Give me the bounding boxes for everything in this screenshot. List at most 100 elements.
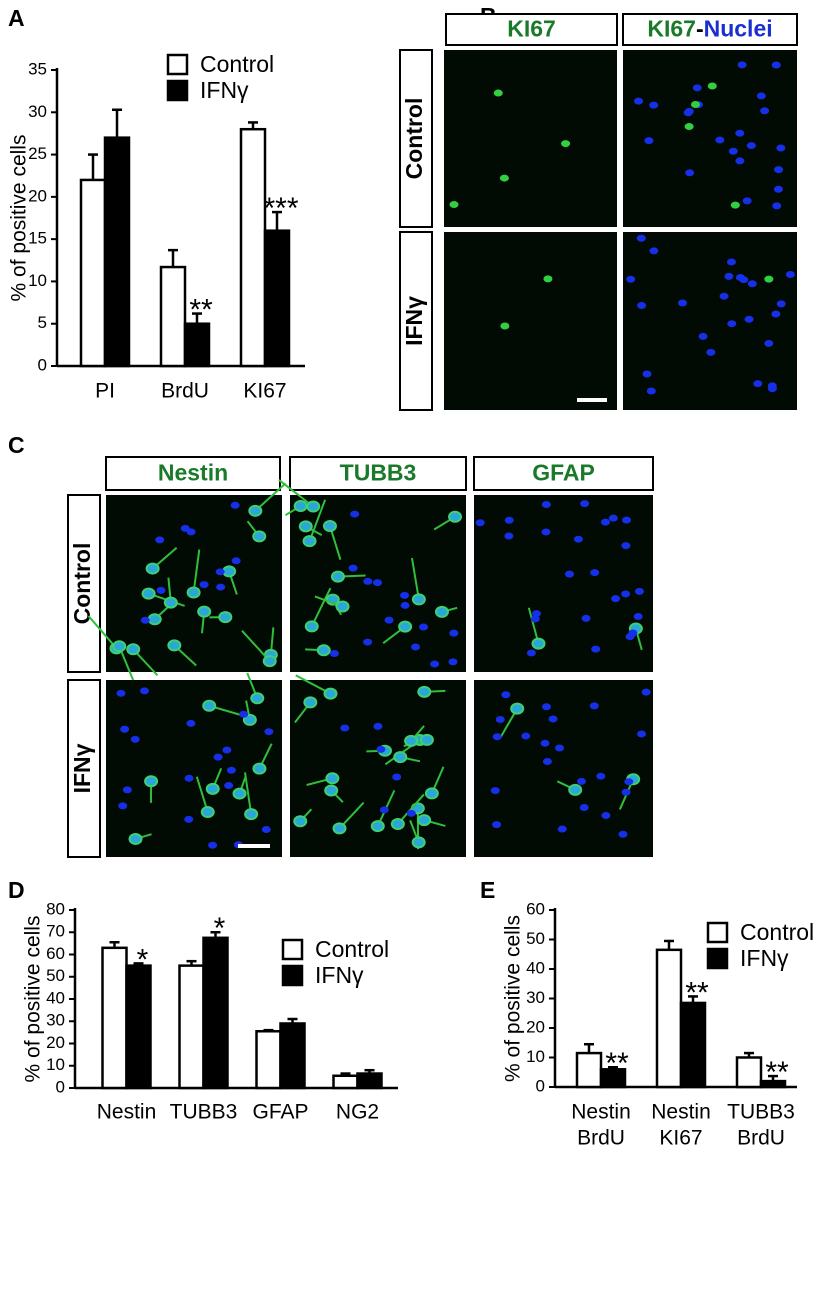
- nucleus: [230, 501, 240, 509]
- header-label: GFAP: [532, 460, 595, 486]
- x-tick-label: BrdU: [161, 380, 209, 403]
- row-label-box: [67, 494, 101, 673]
- nucleus: [373, 579, 383, 587]
- nucleus: [186, 719, 196, 727]
- bar: [599, 1068, 627, 1089]
- nucleus: [692, 84, 702, 92]
- y-tick-label: 20: [46, 1033, 65, 1052]
- nucleus-ki67: [449, 201, 459, 209]
- nucleus: [526, 649, 536, 657]
- bar: [255, 1030, 282, 1090]
- nucleus: [327, 774, 338, 783]
- header-box: [473, 456, 654, 491]
- nucleus: [392, 773, 402, 781]
- y-tick-label: 30: [28, 102, 47, 121]
- nucleus: [202, 808, 213, 817]
- significance: *: [214, 912, 226, 945]
- x-tick-label: NG2: [336, 1101, 379, 1124]
- nucleus: [735, 129, 745, 137]
- nucleus: [419, 687, 430, 696]
- micrograph: [87, 482, 287, 688]
- panel-letter: E: [480, 877, 495, 903]
- nucleus-ki67: [493, 89, 503, 97]
- y-tick-label: 60: [46, 944, 65, 963]
- y-axis-label: % of positive cells: [22, 916, 45, 1083]
- nucleus: [406, 736, 417, 745]
- nucleus: [475, 519, 485, 527]
- nucleus: [325, 689, 336, 698]
- bar: [575, 1051, 603, 1089]
- micrograph: [290, 674, 466, 857]
- nucleus: [596, 772, 606, 780]
- micrograph-background: [444, 232, 617, 410]
- nucleus: [555, 744, 565, 752]
- nucleus: [373, 722, 383, 730]
- nucleus: [184, 774, 194, 782]
- nucleus: [216, 583, 226, 591]
- nucleus: [379, 806, 389, 814]
- nucleus: [646, 387, 656, 395]
- nucleus: [771, 61, 781, 69]
- x-tick-label: TUBB3: [170, 1101, 238, 1124]
- nucleus: [541, 703, 551, 711]
- nucleus: [764, 339, 774, 347]
- nucleus: [449, 629, 459, 637]
- nucleus: [774, 166, 784, 174]
- panel-letter: D: [8, 877, 25, 903]
- nucleus: [295, 817, 306, 826]
- header-part: Nuclei: [704, 16, 773, 42]
- legend-key: [706, 947, 729, 970]
- nucleus: [376, 745, 386, 753]
- bar: [125, 964, 152, 1090]
- legend-key: [281, 964, 304, 987]
- nucleus: [419, 816, 430, 825]
- bar: [655, 948, 683, 1089]
- y-tick-label: 10: [526, 1047, 545, 1066]
- micrograph-background: [444, 50, 617, 227]
- nucleus: [649, 247, 659, 255]
- header-label: TUBB3: [340, 460, 417, 486]
- x-tick-label: BrdU: [737, 1127, 785, 1150]
- nucleus: [591, 645, 601, 653]
- nucleus: [318, 646, 329, 655]
- row-label-box: [67, 679, 101, 858]
- nucleus: [155, 536, 165, 544]
- nucleus: [637, 730, 647, 738]
- neurite: [308, 499, 327, 542]
- nucleus: [576, 777, 586, 785]
- nucleus: [678, 299, 688, 307]
- nucleus: [490, 787, 500, 795]
- neurite: [527, 607, 540, 644]
- nucleus: [580, 500, 590, 508]
- nucleus: [634, 587, 644, 595]
- header-part: GFAP: [532, 460, 595, 486]
- micrograph: [474, 495, 653, 672]
- nucleus: [611, 595, 621, 603]
- neurite: [244, 772, 253, 815]
- nucleus: [412, 804, 423, 813]
- header-label: KI67: [507, 16, 556, 42]
- nucleus: [601, 811, 611, 819]
- nucleus: [564, 570, 574, 578]
- nucleus: [308, 502, 319, 511]
- nucleus: [618, 830, 628, 838]
- y-tick-label: 50: [46, 966, 65, 985]
- header-box: [105, 456, 281, 491]
- neurite: [241, 630, 271, 662]
- nucleus: [771, 310, 781, 318]
- header-part: TUBB3: [340, 460, 417, 486]
- nucleus: [579, 803, 589, 811]
- nucleus: [590, 569, 600, 577]
- nucleus: [114, 642, 125, 651]
- legend-label: IFNγ: [740, 945, 789, 971]
- y-tick-label: 60: [526, 899, 545, 918]
- nucleus-ki67: [684, 123, 694, 131]
- row-label: Control: [69, 543, 95, 625]
- nucleus: [395, 753, 406, 762]
- nucleus-ki67: [764, 275, 774, 283]
- micrograph: [106, 672, 282, 857]
- y-tick-label: 80: [46, 899, 65, 918]
- nucleus: [685, 169, 695, 177]
- nucleus: [199, 581, 209, 589]
- y-tick-label: 30: [46, 1011, 65, 1030]
